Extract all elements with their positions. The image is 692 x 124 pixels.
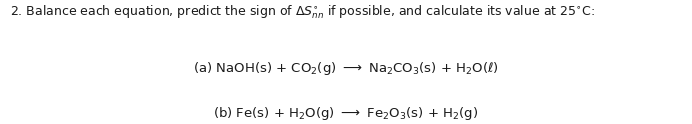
Text: (a) NaOH(s) + CO$_2$(g) $\longrightarrow$ Na$_2$CO$_3$(s) + H$_2$O($\ell$): (a) NaOH(s) + CO$_2$(g) $\longrightarrow… [193,60,499,77]
Text: (b) Fe(s) + H$_2$O(g) $\longrightarrow$ Fe$_2$O$_3$(s) + H$_2$(g): (b) Fe(s) + H$_2$O(g) $\longrightarrow$ … [213,105,479,122]
Text: 2. Balance each equation, predict the sign of $\Delta S^{\circ}_{\mathit{nn}}$ i: 2. Balance each equation, predict the si… [10,4,595,21]
